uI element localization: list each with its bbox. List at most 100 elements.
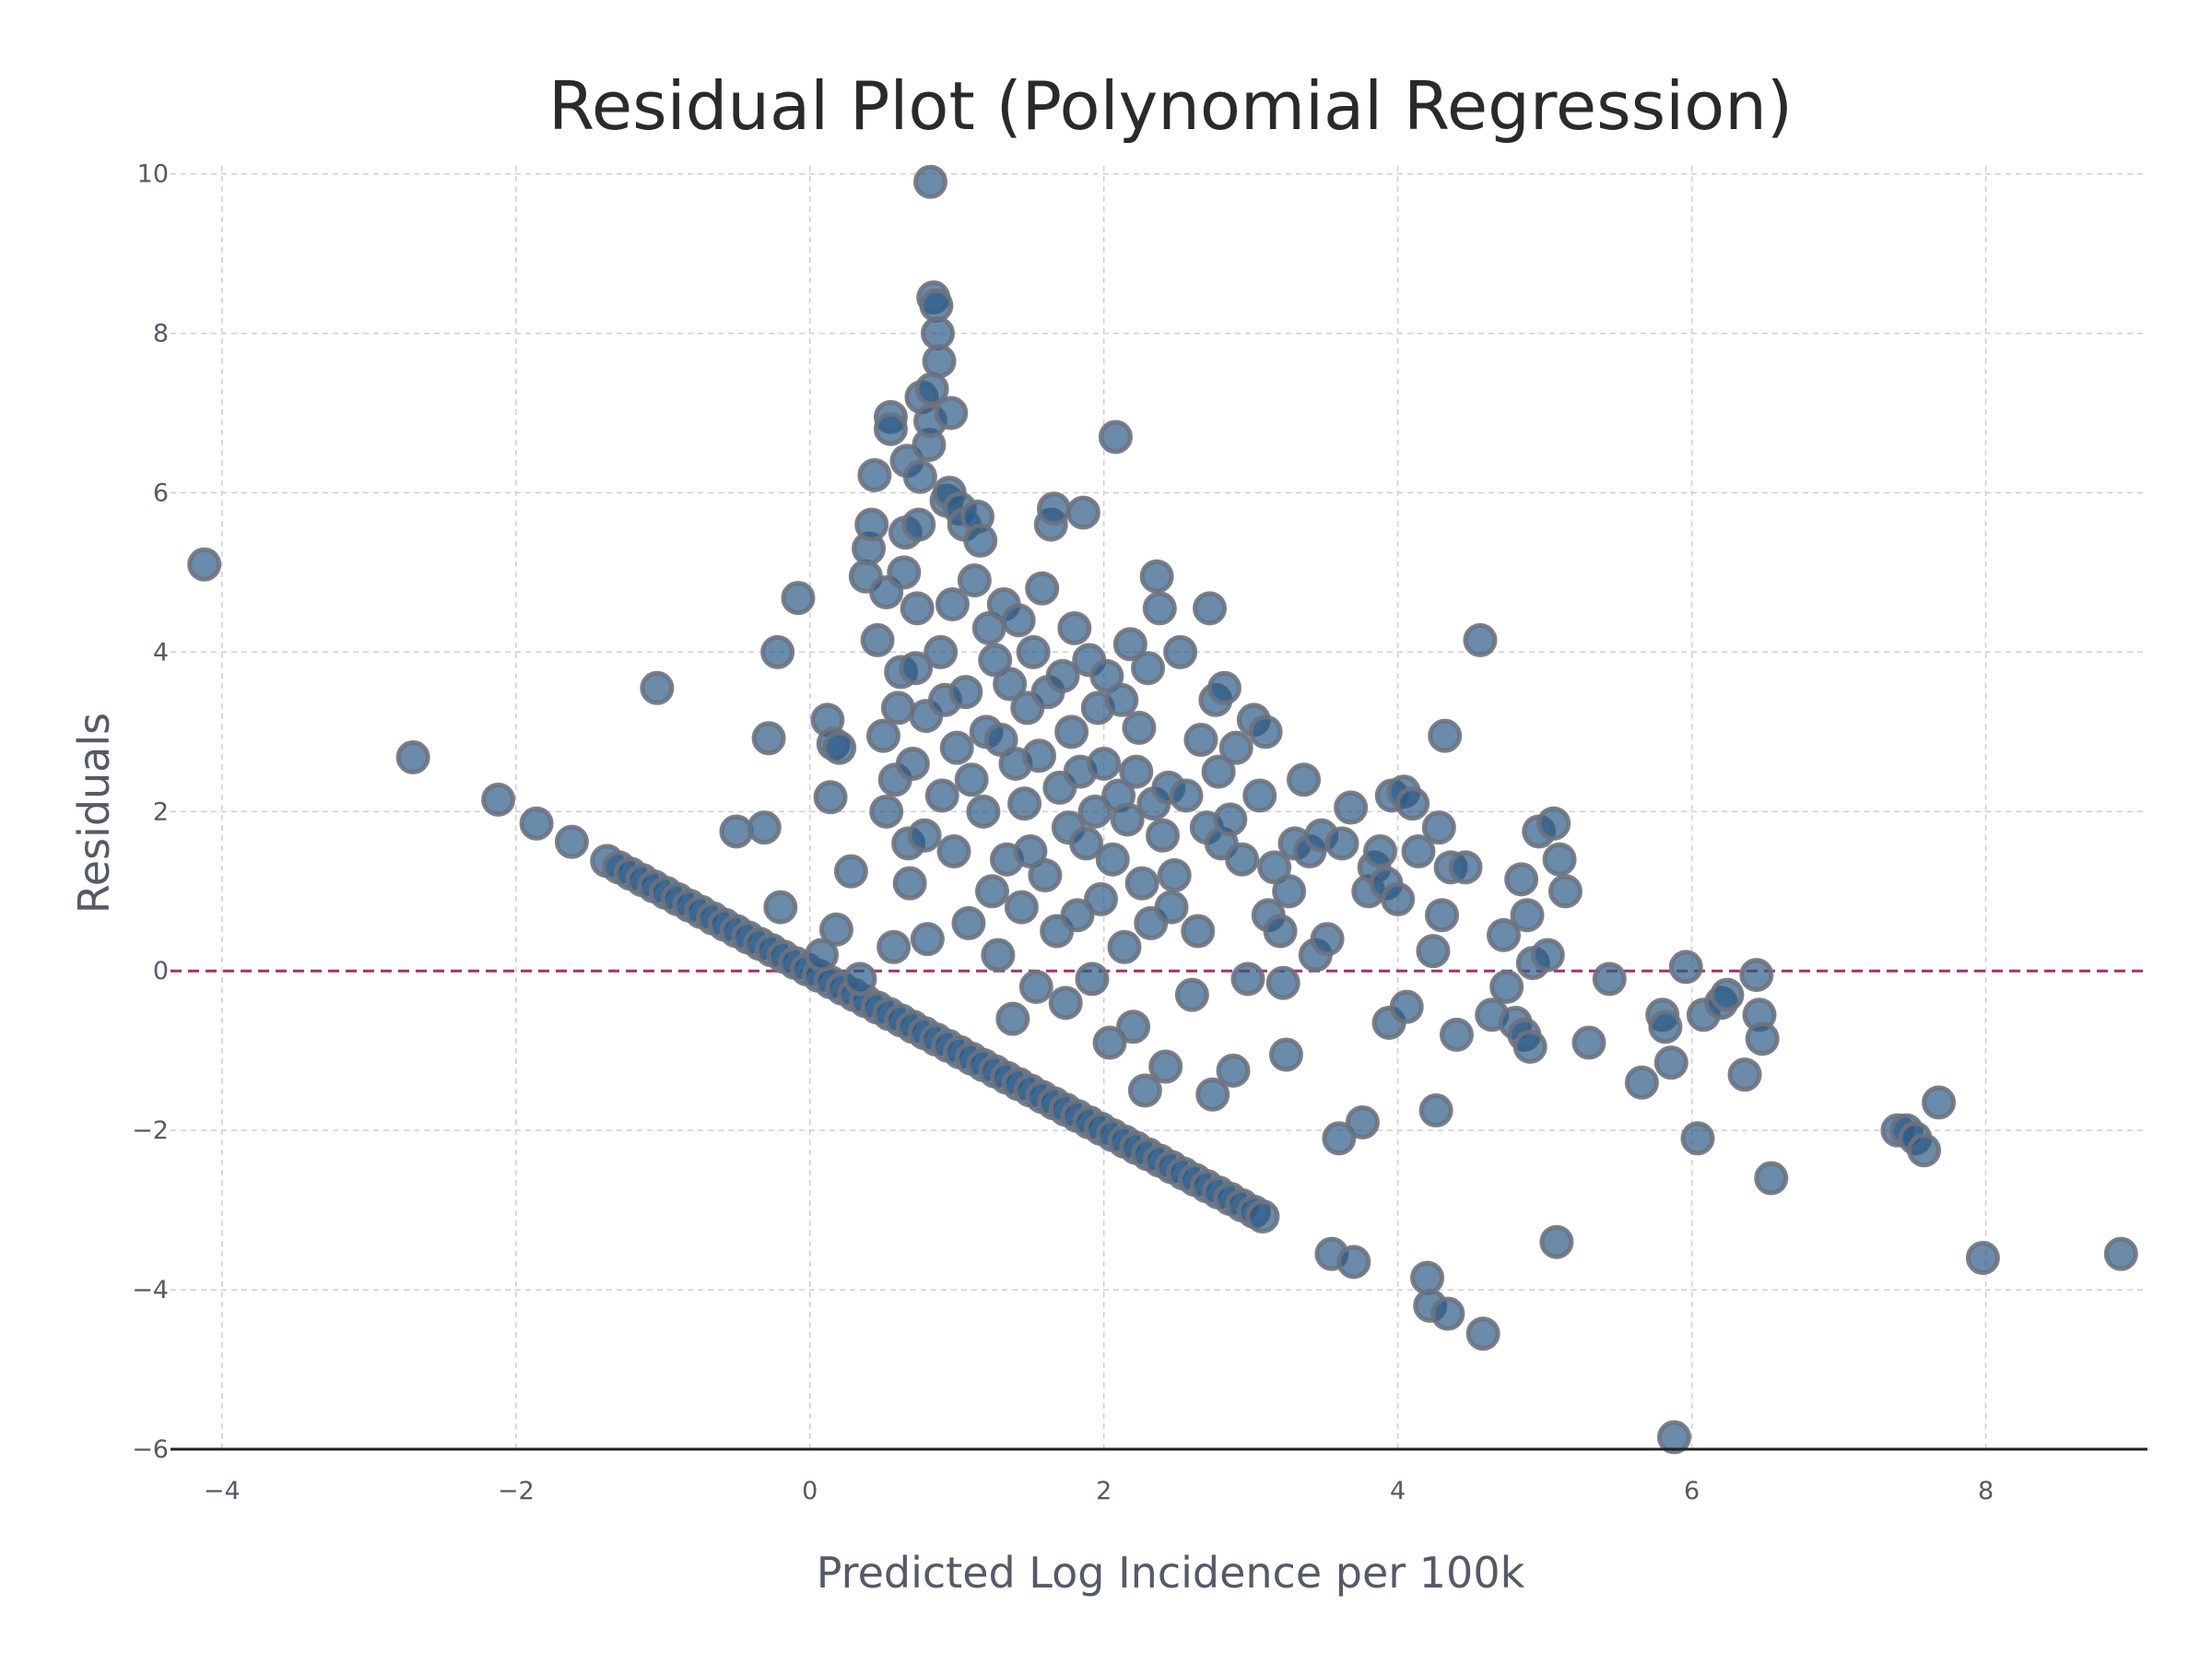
data-point (1727, 1057, 1762, 1092)
data-point (910, 922, 945, 957)
data-point (554, 824, 589, 859)
data-point (913, 164, 948, 199)
x-tick-label: 2 (1096, 1477, 1112, 1505)
data-point (1145, 818, 1180, 853)
y-tick-label: −2 (132, 1116, 169, 1145)
x-tick-label: −2 (498, 1477, 535, 1505)
data-point (1668, 950, 1703, 985)
data-point (1381, 881, 1416, 916)
data-point (1036, 491, 1071, 526)
data-point (1257, 850, 1292, 885)
data-point (1069, 826, 1104, 861)
x-tick-label: 0 (802, 1477, 818, 1505)
data-point (924, 634, 959, 669)
data-point (1624, 1065, 1659, 1100)
data-point (951, 905, 986, 940)
y-tick-label: 2 (153, 797, 169, 826)
data-point (833, 854, 868, 889)
data-point (1124, 866, 1159, 901)
data-point (1322, 1121, 1357, 1156)
y-tick-label: 6 (153, 478, 169, 507)
data-point (922, 344, 957, 379)
data-point (1092, 1025, 1127, 1060)
y-tick-label: 10 (137, 160, 169, 189)
data-point (1216, 1053, 1251, 1088)
data-point (934, 395, 969, 431)
data-point (1022, 738, 1057, 773)
data-point (1486, 917, 1521, 952)
data-point (895, 746, 930, 781)
data-point (1110, 802, 1145, 837)
data-point (1028, 857, 1063, 892)
data-point (1448, 850, 1483, 885)
data-point (1095, 842, 1130, 877)
data-point (1169, 778, 1204, 813)
data-point (1075, 962, 1110, 997)
data-point (1201, 754, 1236, 789)
data-point (1512, 1029, 1547, 1064)
data-point (983, 723, 1018, 758)
data-point (1263, 914, 1298, 949)
data-point (1016, 634, 1051, 669)
data-point (1539, 1224, 1574, 1259)
data-point (1401, 834, 1436, 869)
data-point (1025, 571, 1060, 606)
data-point (1430, 1296, 1465, 1331)
data-point (1001, 603, 1036, 638)
data-point (1048, 985, 1083, 1021)
data-point (1421, 810, 1456, 845)
data-point (1004, 890, 1039, 925)
data-point (993, 667, 1028, 702)
data-point (902, 459, 937, 494)
data-point (877, 929, 912, 964)
data-point (869, 794, 904, 829)
data-point (978, 643, 1013, 678)
data-point (860, 622, 895, 657)
data-point (1157, 857, 1192, 892)
data-point (907, 818, 942, 853)
data-point (1248, 714, 1283, 749)
data-point (1131, 651, 1166, 686)
data-point (1656, 1420, 1691, 1455)
data-point (1536, 806, 1571, 841)
data-point (857, 457, 892, 492)
data-point (2103, 1236, 2138, 1271)
data-point (719, 814, 754, 849)
data-point (1077, 794, 1112, 829)
data-point (1465, 1316, 1500, 1351)
data-point (920, 316, 955, 351)
data-point (1127, 1073, 1162, 1108)
data-point (1174, 977, 1209, 1012)
data-point (1363, 834, 1398, 869)
data-point (187, 547, 222, 582)
data-point (1045, 658, 1080, 693)
data-point (1410, 1260, 1445, 1295)
data-point (1245, 1199, 1280, 1234)
data-point (957, 563, 992, 598)
x-tick-label: 6 (1684, 1477, 1700, 1505)
tick-labels: −4 −2 0 2 4 6 8 −6 −4 −2 0 2 4 6 8 10 (132, 160, 1994, 1505)
data-point (1324, 826, 1359, 861)
data-point (1416, 934, 1451, 969)
data-point (919, 288, 954, 323)
data-point (842, 962, 877, 997)
data-point (1965, 1240, 2000, 1275)
data-point (1104, 682, 1139, 717)
data-point (1018, 970, 1053, 1005)
data-point (1648, 1009, 1683, 1044)
data-point (818, 912, 853, 947)
y-tick-label: 0 (153, 957, 169, 985)
data-point (1272, 874, 1307, 909)
data-point (1195, 1077, 1230, 1112)
data-point (1745, 1021, 1780, 1056)
data-point (1439, 1017, 1474, 1052)
data-point (781, 581, 816, 616)
y-axis-title: Residuals (69, 713, 119, 914)
data-point (1336, 1245, 1371, 1280)
data-point (1334, 790, 1369, 825)
data-point (936, 834, 971, 869)
data-point (1139, 559, 1174, 594)
data-point (1116, 1009, 1151, 1044)
data-point (1345, 1105, 1380, 1140)
